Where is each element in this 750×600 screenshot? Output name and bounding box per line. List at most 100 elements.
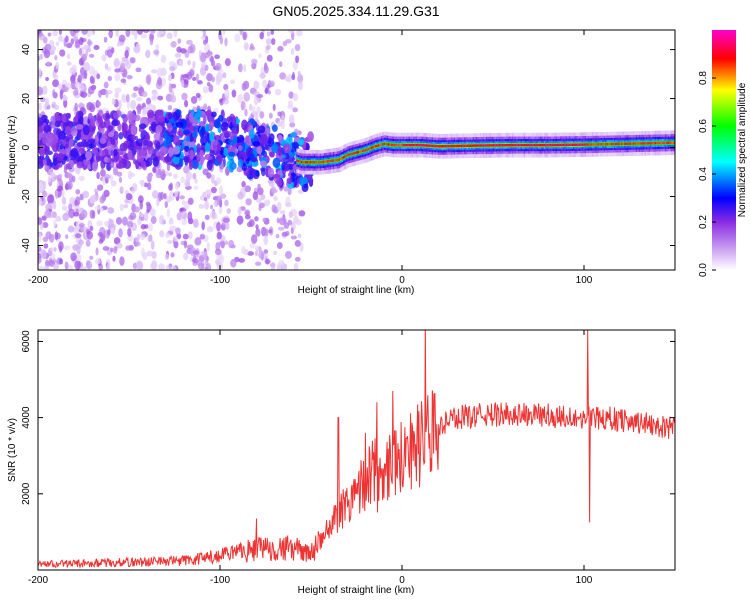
heatmap-cell [115,216,123,225]
heatmap-cell [151,190,159,199]
heatmap-cell [170,40,177,48]
heatmap-cell [250,157,257,163]
y-tick-label: 4000 [21,406,32,429]
heatmap-cell [115,30,120,38]
heatmap-cell [269,80,275,88]
colorbar-tick-label: 0.6 [698,119,709,133]
heatmap-cell [206,172,212,179]
heatmap-cell [268,133,275,142]
heatmap-cell [65,163,71,170]
heatmap-cell [44,118,50,125]
heatmap-cell [267,90,272,95]
heatmap-cell [62,86,69,93]
heatmap-cell [58,173,63,179]
heatmap-cell [57,35,64,43]
heatmap-cell [174,182,180,190]
heatmap-cell [119,142,128,152]
heatmap-cell [64,126,72,136]
heatmap-cell [104,63,109,70]
heatmap-cell [38,117,44,127]
heatmap-cell [150,262,157,270]
heatmap-cell [113,58,120,68]
heatmap-cell [216,143,222,152]
heatmap-cell [202,86,209,94]
heatmap-cell [153,49,160,55]
heatmap-cell [156,67,163,78]
heatmap-cell [255,224,259,229]
heatmap-cell [69,66,76,75]
heatmap-cell [209,149,215,157]
heatmap-cell [174,190,179,198]
heatmap-cell [70,252,77,262]
heatmap-cell [150,121,157,132]
heatmap-cell [121,93,126,102]
heatmap-cell [53,247,57,252]
heatmap-cell [62,212,70,222]
heatmap-cell [218,114,224,122]
heatmap-cell [263,235,269,246]
heatmap-cell [178,60,184,67]
heatmap-cell [251,58,258,65]
heatmap-cell [191,131,198,138]
heatmap-cell [45,77,49,82]
heatmap-cell [281,115,285,124]
heatmap-cell [137,217,142,226]
heatmap-cell [71,130,78,137]
heatmap-cell [288,91,294,99]
heatmap-cell [104,156,109,163]
heatmap-cell [183,240,188,249]
heatmap-cell [239,30,244,36]
heatmap-cell [81,30,88,35]
heatmap-cell [113,237,121,245]
heatmap-cell [292,93,299,102]
heatmap-cell [118,100,122,110]
heatmap-cell [64,245,71,251]
heatmap-cell [107,31,113,37]
heatmap-cell [106,262,111,270]
heatmap-cell [197,262,205,270]
heatmap-cell [276,217,280,224]
heatmap-cell [103,189,110,198]
heatmap-cell [99,137,107,144]
heatmap-cell [64,261,69,270]
heatmap-cell [99,207,104,212]
heatmap-cell [216,231,222,240]
figure-title: GN05.2025.334.11.29.G31 [272,3,439,19]
heatmap-cell [91,148,98,154]
heatmap-cell [155,170,163,179]
heatmap-cell [185,136,190,142]
y-tick-label: 20 [21,93,32,105]
heatmap-cell [298,210,306,217]
heatmap-cell [43,124,52,133]
heatmap-cell [259,72,266,79]
heatmap-cell [42,236,49,243]
heatmap-cell [62,138,67,147]
heatmap-cell [86,230,94,240]
heatmap-cell [67,264,74,270]
heatmap-cell [288,30,295,34]
heatmap-cell [291,71,296,81]
heatmap-cell [54,120,61,128]
heatmap-cell [113,130,119,141]
heatmap-cell [268,180,275,187]
heatmap-cell [38,161,44,169]
y-tick-label: 40 [21,44,32,56]
heatmap-cell [226,116,234,122]
heatmap-cell [137,195,144,204]
heatmap-cell [97,115,103,125]
heatmap-cell [172,236,179,242]
heatmap-cell [118,228,123,238]
heatmap-cell [114,73,121,82]
heatmap-cell [273,250,278,255]
heatmap-cell [79,115,84,125]
heatmap-cell [51,133,59,145]
heatmap-cell [85,151,92,160]
heatmap-cell [138,123,147,130]
heatmap-cell [238,257,246,263]
heatmap-cell [78,47,83,56]
heatmap-cell [146,182,152,191]
heatmap-cell [171,146,180,155]
heatmap-cell [88,53,95,58]
heatmap-cell [159,214,165,225]
heatmap-cell [83,266,87,270]
